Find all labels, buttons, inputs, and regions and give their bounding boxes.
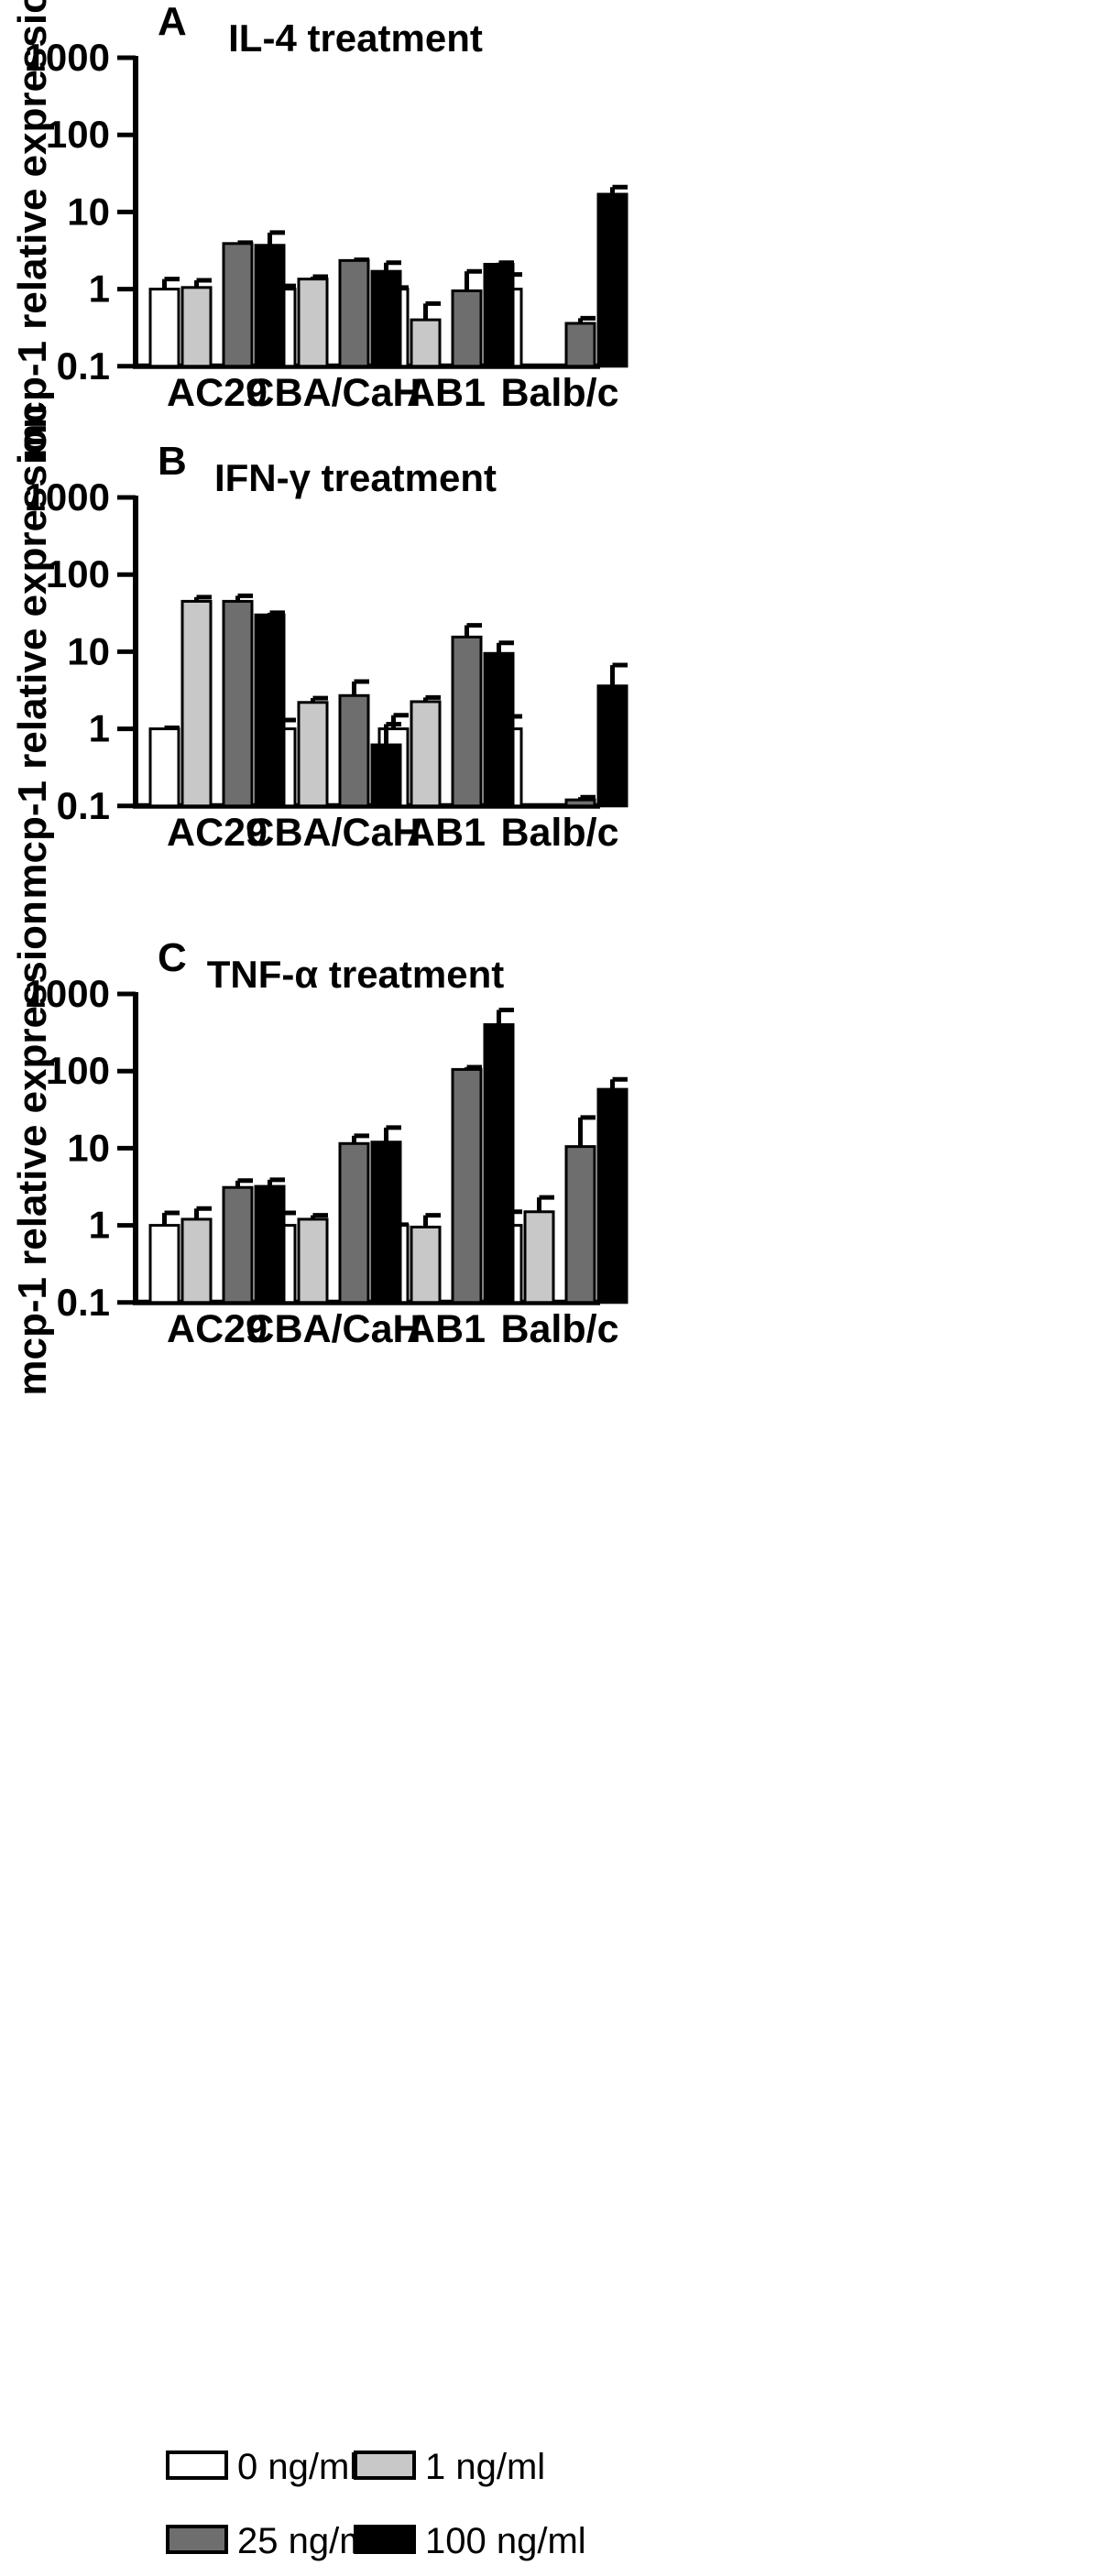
x-tick-label: AC29: [167, 811, 268, 855]
x-tick-label: CBA/CaH: [246, 811, 421, 855]
bar: [338, 693, 370, 808]
chart-title: IL-4 treatment: [228, 16, 483, 60]
bar: [148, 288, 180, 368]
bar: [148, 1224, 180, 1304]
x-tick-label: AC29: [167, 371, 268, 415]
x-tick-label: Balb/c: [500, 371, 618, 415]
y-tick-label: 100: [46, 552, 110, 595]
bar: [338, 258, 370, 368]
bar: [370, 269, 402, 368]
legend-swatch: [354, 2525, 416, 2554]
y-tick-label: 1: [89, 267, 110, 311]
legend-label: 1 ng/ml: [425, 2447, 545, 2487]
bar: [564, 798, 596, 808]
legend-swatch: [354, 2450, 416, 2480]
chart-title: TNF-α treatment: [207, 953, 505, 996]
bar: [370, 1141, 402, 1304]
legend-label: 0 ng/ml: [237, 2447, 357, 2487]
panel-label: C: [158, 935, 187, 980]
bar: [254, 613, 286, 808]
y-axis-label: mcp-1 relative expression: [10, 0, 55, 460]
bar: [451, 289, 483, 368]
x-tick-label: AB1: [407, 1307, 486, 1351]
y-tick-label: 10: [67, 1126, 110, 1169]
bar: [410, 700, 442, 808]
y-tick-label: 100: [46, 1049, 110, 1092]
x-tick-label: Balb/c: [500, 1307, 618, 1351]
bar: [410, 318, 442, 368]
y-tick-label: 0.1: [57, 344, 110, 387]
y-tick-label: 1: [89, 707, 110, 750]
bar: [596, 684, 629, 808]
legend-swatch: [166, 2525, 228, 2554]
x-tick-label: CBA/CaH: [246, 371, 421, 415]
y-tick-label: 1000: [25, 475, 110, 518]
legend-label: 100 ng/ml: [425, 2521, 586, 2561]
y-tick-label: 0.1: [57, 784, 110, 827]
chart-title: IFN-γ treatment: [214, 456, 497, 499]
bar: [451, 635, 483, 808]
bar: [222, 1185, 254, 1304]
y-tick-label: 100: [46, 113, 110, 156]
bar: [483, 1023, 515, 1304]
y-axis-label: mcp-1 relative expression: [10, 901, 55, 1395]
y-tick-label: 0.1: [57, 1281, 110, 1324]
bar: [564, 1145, 596, 1304]
bar: [596, 1087, 629, 1304]
bar: [297, 701, 329, 808]
bar: [222, 242, 254, 368]
bar: [483, 262, 515, 368]
y-tick-label: 1: [89, 1204, 110, 1247]
panel-label: A: [158, 0, 187, 44]
bar: [180, 599, 213, 808]
bar: [370, 743, 402, 808]
bar: [180, 286, 213, 368]
bar: [596, 192, 629, 368]
bar: [297, 278, 329, 368]
y-tick-label: 10: [67, 629, 110, 672]
bar: [564, 322, 596, 368]
bar: [483, 651, 515, 808]
bar: [297, 1217, 329, 1304]
bar: [148, 727, 180, 808]
bar: [451, 1067, 483, 1304]
bar: [254, 1184, 286, 1304]
x-tick-label: CBA/CaH: [246, 1307, 421, 1351]
legend-swatch: [166, 2450, 228, 2480]
panel-label: B: [158, 439, 187, 484]
y-tick-label: 1000: [25, 972, 110, 1015]
bar: [254, 244, 286, 368]
x-tick-label: AB1: [407, 811, 486, 855]
bar: [523, 1210, 555, 1304]
x-tick-label: AB1: [407, 371, 486, 415]
y-tick-label: 10: [67, 190, 110, 233]
x-tick-label: AC29: [167, 1307, 268, 1351]
bar: [222, 599, 254, 808]
bar: [338, 1141, 370, 1304]
y-axis-label: mcp-1 relative expression: [10, 404, 55, 899]
bar: [180, 1217, 213, 1304]
y-tick-label: 1000: [25, 36, 110, 79]
bar: [410, 1225, 442, 1304]
x-tick-label: Balb/c: [500, 811, 618, 855]
